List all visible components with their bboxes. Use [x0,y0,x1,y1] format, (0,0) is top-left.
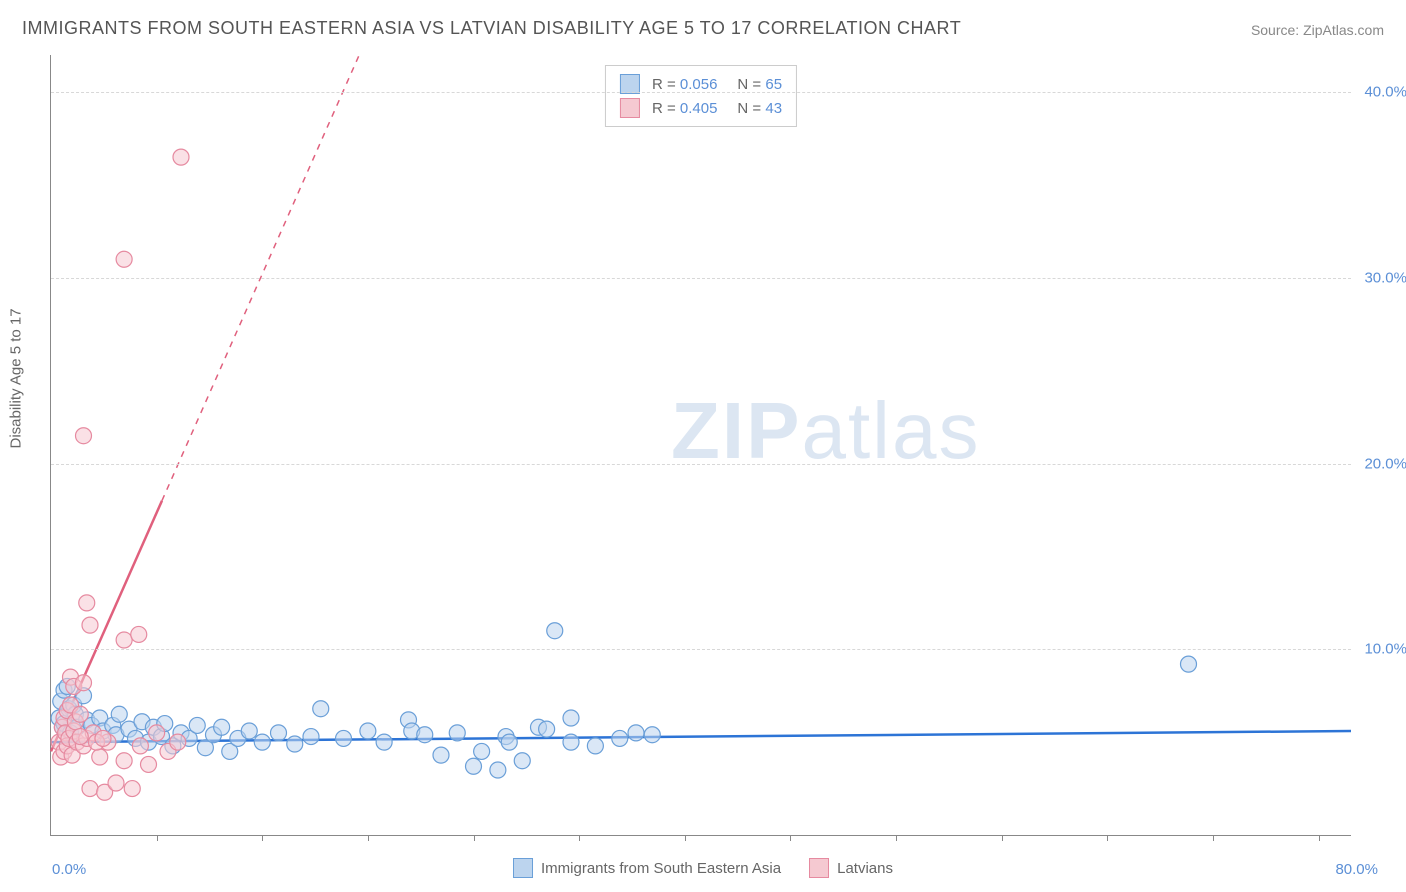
x-tick-mark [896,835,897,841]
legend-series-label: Immigrants from South Eastern Asia [541,860,781,877]
x-tick-mark [1319,835,1320,841]
data-point [336,730,352,746]
data-point [116,632,132,648]
x-tick-mark [685,835,686,841]
data-point [287,736,303,752]
legend-series: Immigrants from South Eastern Asia Latvia… [513,858,893,878]
data-point [241,723,257,739]
data-point [214,719,230,735]
data-point [131,626,147,642]
x-tick-mark [1107,835,1108,841]
data-point [79,595,95,611]
data-point [72,706,88,722]
data-point [644,727,660,743]
data-point [490,762,506,778]
data-point [254,734,270,750]
y-tick-label: 20.0% [1364,455,1406,472]
plot-area: ZIPatlas R = 0.056N = 65R = 0.405N = 43 … [50,55,1351,836]
data-point [82,617,98,633]
y-tick-label: 40.0% [1364,84,1406,101]
data-point [474,743,490,759]
data-point [108,775,124,791]
data-point [173,149,189,165]
data-point [449,725,465,741]
legend-series-item: Immigrants from South Eastern Asia [513,858,781,878]
x-tick-mark [474,835,475,841]
data-point [72,729,88,745]
data-point [132,738,148,754]
legend-swatch [513,858,533,878]
x-axis-max-label: 80.0% [1335,861,1378,878]
data-point [466,758,482,774]
data-point [95,730,111,746]
data-point [417,727,433,743]
data-point [514,753,530,769]
data-point [360,723,376,739]
data-point [189,717,205,733]
source-attribution: Source: ZipAtlas.com [1251,22,1384,38]
data-point [170,734,186,750]
y-tick-label: 30.0% [1364,269,1406,286]
data-point [76,428,92,444]
data-point [628,725,644,741]
x-tick-mark [157,835,158,841]
x-tick-mark [262,835,263,841]
data-point [501,734,517,750]
data-point [116,251,132,267]
data-point [539,721,555,737]
chart-svg [51,55,1351,835]
data-point [1181,656,1197,672]
data-point [612,730,628,746]
data-point [111,706,127,722]
x-tick-mark [1002,835,1003,841]
data-point [313,701,329,717]
data-point [563,710,579,726]
data-point [547,623,563,639]
data-point [149,725,165,741]
chart-title: IMMIGRANTS FROM SOUTH EASTERN ASIA VS LA… [22,18,961,39]
x-tick-mark [1213,835,1214,841]
data-point [303,729,319,745]
gridline [51,278,1351,279]
data-point [116,753,132,769]
gridline [51,649,1351,650]
data-point [141,756,157,772]
data-point [433,747,449,763]
data-point [82,781,98,797]
x-tick-mark [579,835,580,841]
x-axis-min-label: 0.0% [52,861,86,878]
x-tick-mark [790,835,791,841]
y-axis-label: Disability Age 5 to 17 [8,308,25,448]
gridline [51,464,1351,465]
legend-series-label: Latvians [837,860,893,877]
data-point [587,738,603,754]
x-tick-mark [368,835,369,841]
gridline [51,92,1351,93]
data-point [124,781,140,797]
y-tick-label: 10.0% [1364,641,1406,658]
data-point [376,734,392,750]
data-point [271,725,287,741]
data-point [563,734,579,750]
legend-swatch [809,858,829,878]
data-point [92,749,108,765]
data-point [76,675,92,691]
legend-series-item: Latvians [809,858,893,878]
